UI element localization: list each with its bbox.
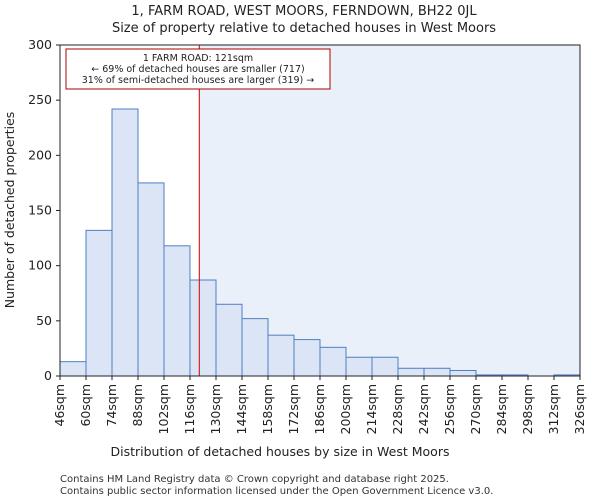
x-tick-label: 270sqm (468, 384, 483, 434)
bar (163, 245, 191, 377)
y-tick-label: 100 (28, 258, 52, 273)
y-tick-label: 200 (28, 147, 52, 162)
bar (423, 367, 451, 377)
y-tick-label: 150 (28, 203, 52, 218)
x-tick-label: 172sqm (286, 384, 301, 434)
bar (267, 334, 295, 377)
bar (371, 356, 399, 377)
x-axis-label: Distribution of detached houses by size … (110, 444, 449, 459)
plot-area: 0 50 100 150 200 250 300 46sqm 60sqm 74sqm 88sqm 10… (28, 37, 587, 434)
annotation-line-3: 31% of semi-detached houses are larger (… (82, 75, 315, 86)
bar (189, 279, 217, 377)
x-tick-label: 186sqm (312, 384, 327, 434)
annotation-line-1: 1 FARM ROAD: 121sqm (143, 53, 253, 64)
x-tick-label: 102sqm (156, 384, 171, 434)
y-tick-label: 0 (44, 368, 52, 383)
x-tick-label: 214sqm (364, 384, 379, 434)
x-tick-label: 228sqm (390, 384, 405, 434)
y-tick-label: 250 (28, 92, 52, 107)
x-tick-label: 284sqm (494, 384, 509, 434)
y-tick-label: 300 (28, 37, 52, 52)
footer-line-1: Contains HM Land Registry data © Crown c… (60, 474, 449, 485)
x-tick-label: 88sqm (130, 384, 145, 427)
x-tick-label: 242sqm (416, 384, 431, 434)
bar (345, 356, 373, 377)
annotation-line-2: ← 69% of detached houses are smaller (71… (91, 64, 304, 75)
annotation-box: 1 FARM ROAD: 121sqm ← 69% of detached ho… (65, 48, 331, 90)
chart-subtitle: Size of property relative to detached ho… (112, 21, 496, 36)
bar (293, 339, 321, 377)
x-tick-label: 158sqm (260, 384, 275, 434)
footer-line-2: Contains public sector information licen… (60, 486, 493, 497)
bar (241, 318, 269, 377)
y-axis-label: Number of detached properties (2, 112, 17, 309)
x-tick-label: 46sqm (52, 384, 67, 427)
x-tick-label: 256sqm (442, 384, 457, 434)
x-tick-label: 144sqm (234, 384, 249, 434)
x-tick-label: 326sqm (572, 384, 587, 434)
bar (111, 108, 139, 377)
bar (137, 182, 165, 377)
x-tick-label: 74sqm (104, 384, 119, 427)
annotation-border (65, 48, 331, 90)
bar (59, 361, 87, 377)
bar (215, 303, 243, 377)
bar (85, 229, 113, 377)
y-tick-label: 50 (36, 313, 52, 328)
chart-title: 1, FARM ROAD, WEST MOORS, FERNDOWN, BH22… (131, 4, 477, 19)
bar (397, 367, 425, 377)
bar (319, 346, 347, 377)
x-tick-label: 130sqm (208, 384, 223, 434)
x-tick-label: 298sqm (520, 384, 535, 434)
bar (449, 369, 477, 377)
x-tick-label: 60sqm (78, 384, 93, 427)
x-tick-label: 116sqm (182, 384, 197, 434)
x-tick-label: 312sqm (546, 384, 561, 434)
x-tick-label: 200sqm (338, 384, 353, 434)
